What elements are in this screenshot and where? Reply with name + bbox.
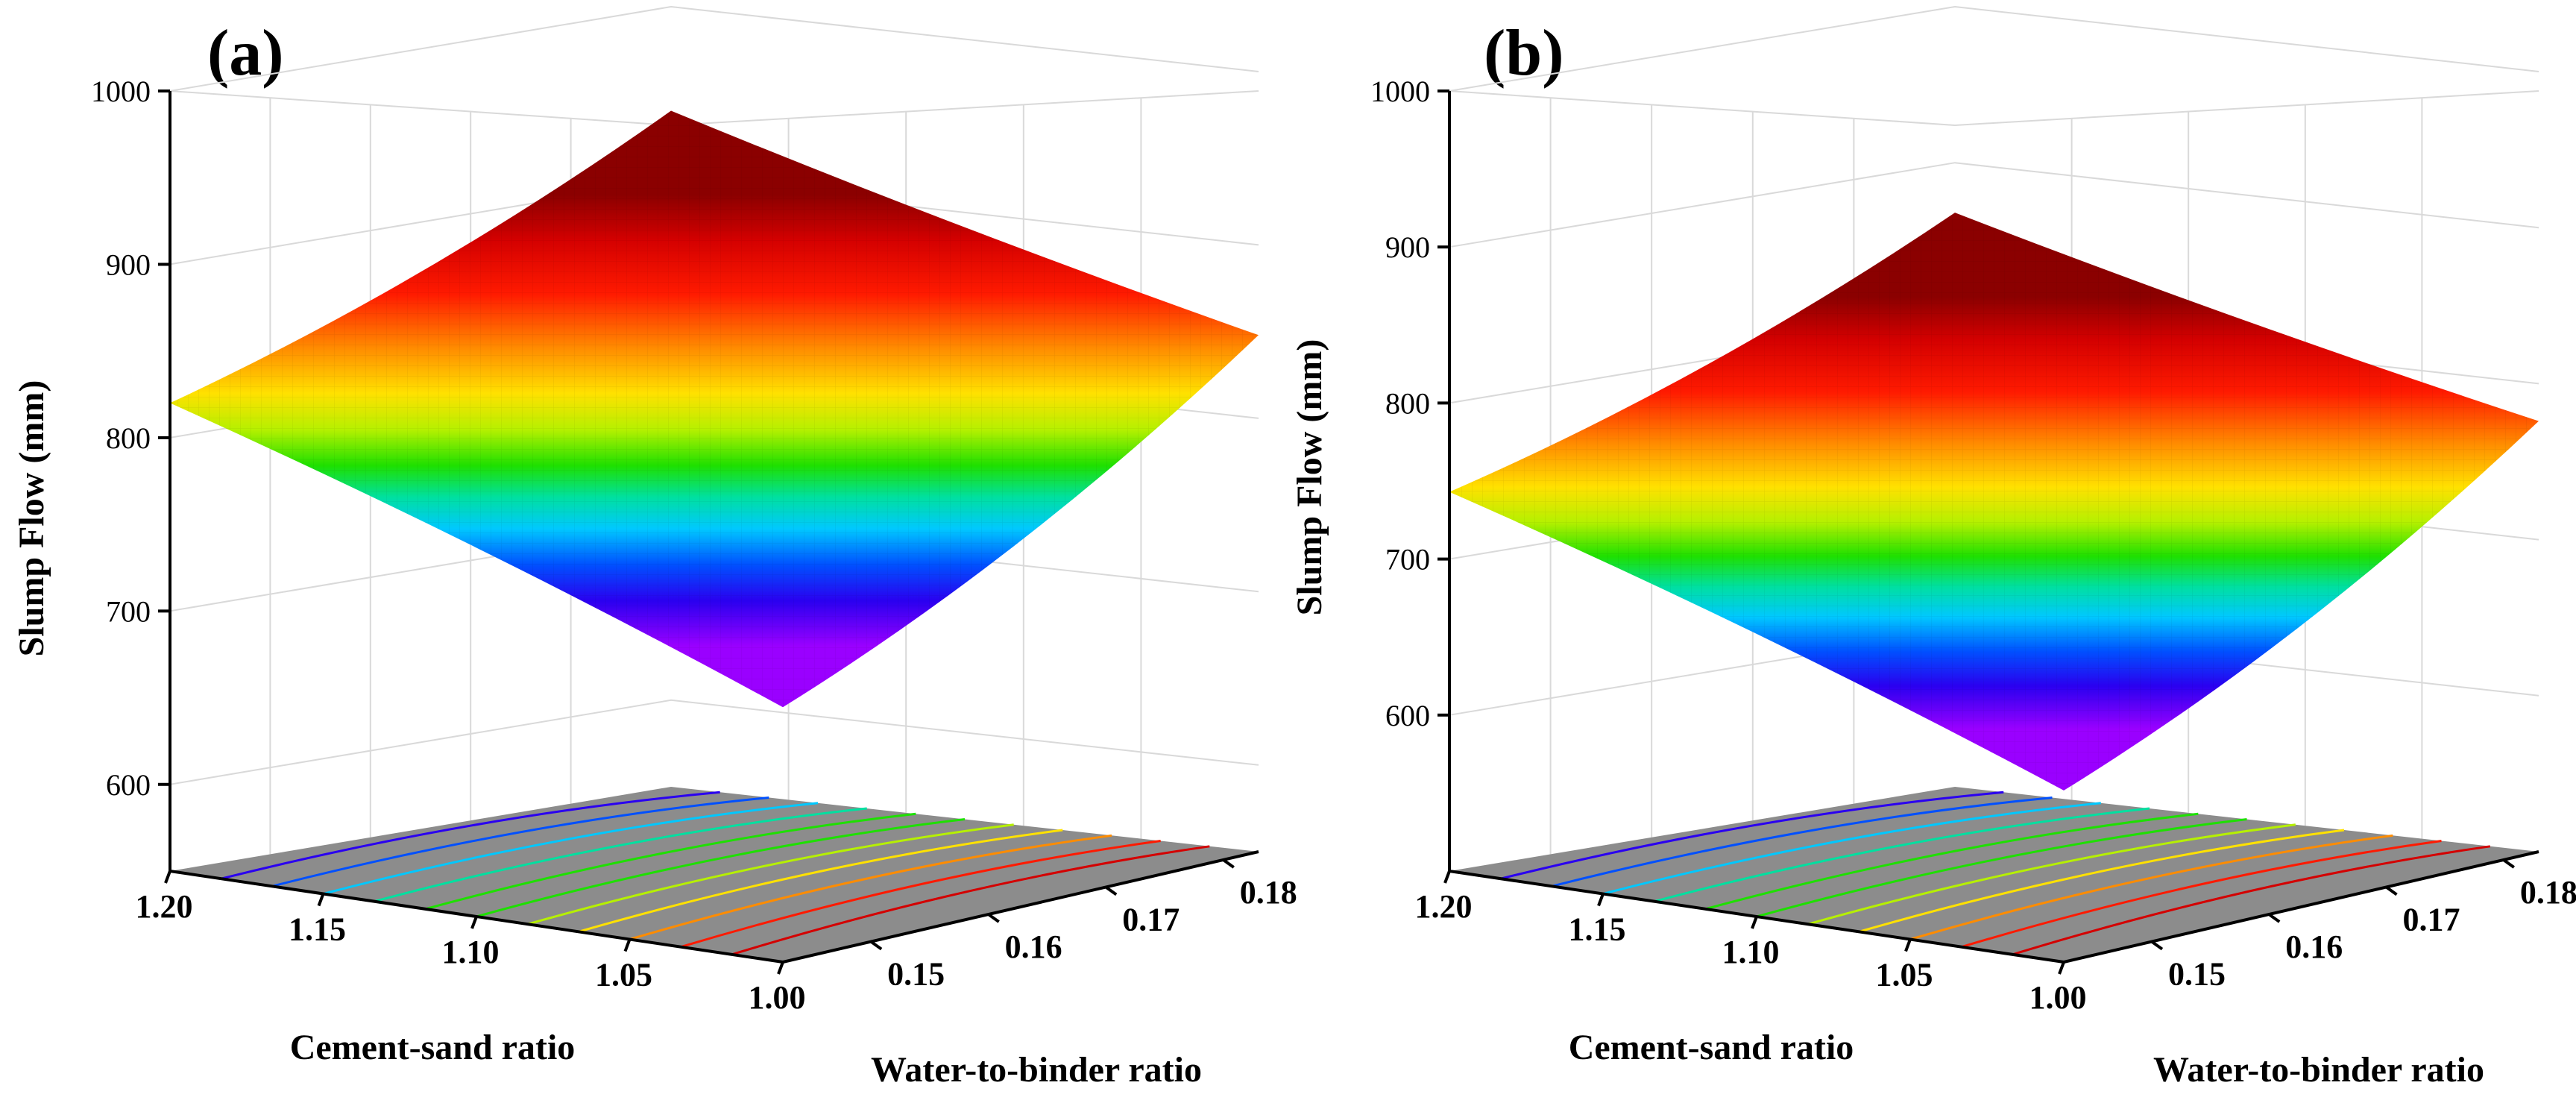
x-tick-mark	[1751, 916, 1758, 929]
x-tick-mark	[777, 961, 784, 975]
chart-panel-a: (a) 600 700 800 900 1000 1.20 1.15 1.10 1.05 1.0…	[12, 5, 1297, 1090]
z-tick-label: 900	[1385, 230, 1430, 264]
y-axis-ticks: 0.15 0.16 0.17 0.18	[2150, 858, 2576, 993]
y-tick-label: 0.18	[2520, 874, 2576, 911]
y-tick-mark	[2268, 913, 2281, 923]
panel-label: (a)	[207, 17, 284, 89]
x-tick-mark	[1904, 938, 1912, 952]
y-axis-ticks: 0.15 0.16 0.17 0.18	[869, 858, 1297, 993]
y-tick-mark	[869, 940, 883, 951]
contour-line	[1551, 796, 2053, 887]
y-axis-line	[782, 850, 1259, 964]
contour-line	[323, 802, 819, 895]
z-tick-label: 700	[106, 594, 151, 628]
surface-mesh	[1449, 213, 2539, 791]
contour-line	[271, 796, 769, 887]
x-tick-mark	[1443, 870, 1451, 884]
y-axis-line	[2063, 850, 2539, 964]
z-axis-label: Slump Flow (mm)	[12, 380, 51, 657]
x-axis-ticks: 1.20 1.15 1.10 1.05 1.00	[1415, 870, 2087, 1016]
x-axis-ticks: 1.20 1.15 1.10 1.05 1.00	[136, 870, 806, 1016]
y-axis-label: Water-to-binder ratio	[2153, 1050, 2484, 1090]
z-tick-label: 800	[1385, 386, 1430, 420]
contour-line	[1909, 834, 2393, 940]
z-tick-label: 1000	[1370, 75, 1430, 108]
x-tick-label: 1.15	[289, 911, 346, 948]
y-tick-mark	[987, 913, 1000, 923]
contour-line	[221, 791, 720, 880]
grid-line	[1449, 5, 2539, 92]
grid-line	[169, 699, 1259, 785]
contour-line	[1704, 812, 2199, 911]
contour-line	[1858, 829, 2345, 933]
x-tick-label: 1.20	[1415, 888, 1473, 925]
floor-contours	[1500, 791, 2491, 956]
grid-line	[1449, 90, 2539, 127]
y-tick-label: 0.17	[2403, 902, 2460, 938]
x-tick-label: 1.00	[2029, 979, 2087, 1016]
y-tick-mark	[2150, 940, 2164, 951]
x-axis-label: Cement-sand ratio	[1569, 1028, 1854, 1067]
x-tick-mark	[470, 916, 478, 929]
y-tick-mark	[1105, 885, 1118, 896]
x-tick-label: 1.15	[1569, 911, 1626, 948]
x-tick-mark	[2058, 961, 2065, 975]
y-axis-label: Water-to-binder ratio	[871, 1050, 1202, 1090]
contour-line	[1807, 823, 2296, 926]
contour-line	[527, 823, 1014, 926]
floor-contours	[221, 791, 1210, 956]
contour-line	[1500, 791, 2004, 880]
panel-label: (b)	[1484, 17, 1564, 89]
y-tick-label: 0.16	[1005, 929, 1062, 965]
x-tick-mark	[623, 938, 632, 952]
grid-line	[169, 90, 1259, 127]
z-tick-label: 800	[106, 421, 151, 455]
z-tick-label: 700	[1385, 543, 1430, 576]
x-tick-mark	[164, 870, 171, 884]
y-tick-label: 0.18	[1240, 874, 1297, 911]
x-tick-label: 1.10	[1722, 934, 1780, 970]
y-tick-mark	[1222, 858, 1235, 869]
z-tick-label: 600	[1385, 699, 1430, 732]
y-tick-label: 0.15	[887, 956, 945, 993]
contour-line	[1654, 807, 2150, 903]
grid-line	[1449, 162, 2539, 248]
contour-line	[1756, 818, 2247, 918]
x-tick-label: 1.05	[595, 957, 652, 993]
contour-line	[1602, 802, 2101, 895]
y-tick-label: 0.16	[2285, 929, 2343, 965]
x-tick-mark	[1597, 893, 1605, 907]
z-axis-label: Slump Flow (mm)	[1290, 339, 1329, 616]
contour-line	[1961, 840, 2442, 949]
contour-line	[578, 829, 1063, 933]
z-tick-label: 1000	[91, 75, 151, 108]
z-axis-ticks: 600 700 800 900 1000	[1370, 75, 1449, 732]
contour-line	[731, 845, 1210, 956]
x-tick-label: 1.05	[1876, 957, 1933, 993]
contour-line	[425, 812, 916, 911]
contour-line	[629, 834, 1112, 940]
z-tick-label: 900	[106, 248, 151, 281]
grid-line	[169, 5, 1259, 92]
surface-mesh	[170, 110, 1259, 708]
z-tick-label: 600	[106, 768, 151, 802]
y-tick-mark	[2502, 858, 2515, 869]
contour-line	[680, 840, 1161, 949]
x-tick-label: 1.20	[136, 888, 193, 925]
contour-line	[476, 818, 966, 918]
y-tick-label: 0.15	[2168, 956, 2226, 993]
z-axis-ticks: 600 700 800 900 1000	[91, 75, 170, 802]
x-tick-label: 1.00	[749, 979, 806, 1016]
chart-panel-b: (b) 600 700 800 900 1000 1.20 1.15 1.10 1.05 1.0…	[1290, 5, 2576, 1090]
x-axis-label: Cement-sand ratio	[290, 1028, 576, 1067]
y-tick-mark	[2385, 885, 2398, 896]
x-tick-mark	[317, 893, 325, 907]
contour-line	[374, 807, 867, 903]
x-tick-label: 1.10	[442, 934, 500, 970]
y-tick-label: 0.17	[1122, 902, 1180, 938]
contour-line	[2012, 845, 2491, 956]
